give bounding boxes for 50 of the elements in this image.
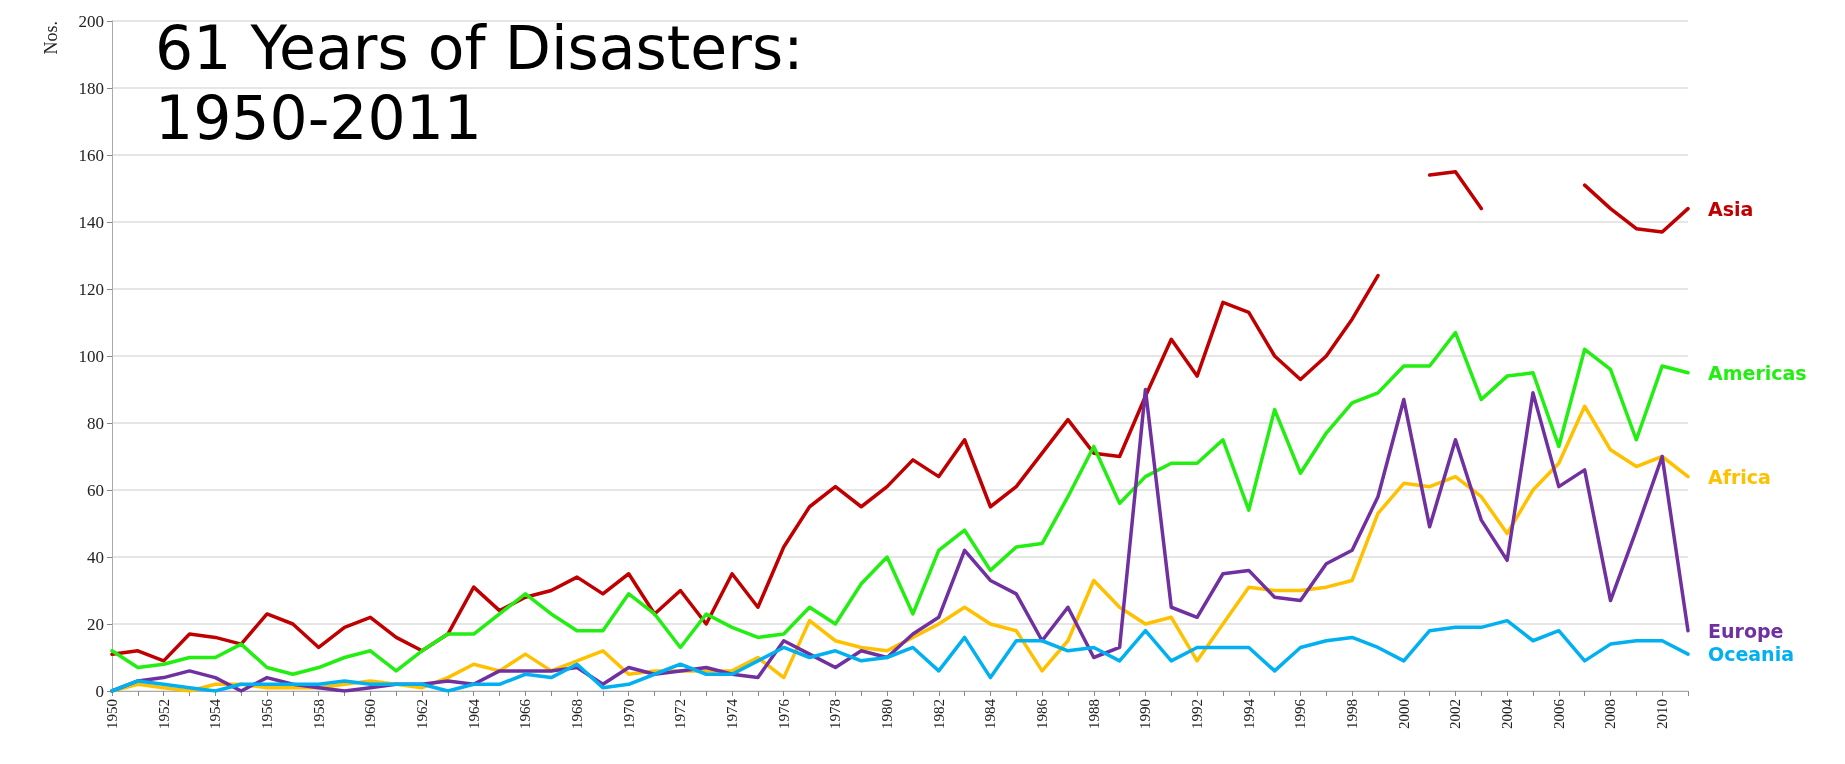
x-tick-label: 2002: [1447, 699, 1464, 729]
series-label: Americas: [1708, 361, 1807, 384]
x-tick-label: 1996: [1292, 698, 1309, 729]
y-tick-label: 40: [87, 547, 104, 567]
x-tick-label: 1960: [362, 699, 379, 729]
x-tick-label: 1950: [104, 699, 120, 729]
y-tick-label: 180: [78, 78, 104, 98]
series-label: Oceania: [1708, 643, 1794, 666]
text: 61 Years of Disasters: 1950-2011: [155, 13, 823, 153]
x-tick-label: 1990: [1137, 699, 1154, 729]
x-tick-label: 1980: [879, 699, 896, 729]
x-tick-label: 1958: [310, 699, 327, 729]
x-tick-label: 1972: [672, 699, 689, 729]
y-tick-label: 20: [87, 614, 104, 634]
y-axis-title: Nos.: [41, 21, 61, 55]
x-tick-label: 1998: [1344, 699, 1361, 729]
x-tick-label: 1986: [1034, 698, 1051, 729]
x-tick-label: 1978: [827, 699, 844, 729]
x-tick-label: 2004: [1499, 698, 1516, 729]
x-tick-label: 1982: [930, 699, 947, 729]
x-tick-label: 1968: [569, 699, 586, 729]
y-tick-label: 0: [95, 681, 104, 701]
x-tick-label: 1974: [724, 698, 741, 729]
x-tick-label: 1964: [465, 698, 482, 729]
x-tick-label: 1962: [414, 699, 431, 729]
x-tick-label: 2010: [1654, 699, 1671, 729]
x-tick-label: 1954: [207, 698, 224, 729]
series-label: Europe: [1708, 619, 1784, 642]
x-tick-label: 1966: [517, 698, 534, 729]
x-tick-label: 2008: [1602, 699, 1619, 729]
y-tick-label: 60: [87, 480, 104, 500]
y-tick-label: 160: [78, 145, 104, 165]
x-tick-label: 1976: [775, 698, 792, 729]
x-tick-label: 1952: [155, 699, 172, 729]
y-tick-label: 140: [78, 212, 104, 232]
y-tick-label: 120: [78, 279, 104, 299]
series-label: Africa: [1708, 465, 1771, 488]
x-tick-label: 1988: [1085, 699, 1102, 729]
x-tick-label: 1992: [1189, 699, 1206, 729]
line-series: [110, 330, 1690, 676]
y-tick-label: 80: [87, 413, 104, 433]
x-tick-label: 2006: [1550, 698, 1567, 729]
x-tick-label: 2000: [1395, 699, 1412, 729]
y-tick-label: 200: [78, 11, 104, 31]
x-tick-label: 1970: [620, 699, 637, 729]
series-label: Asia: [1708, 197, 1754, 220]
y-tick-label: 100: [78, 346, 104, 366]
x-tick-label: 1956: [259, 698, 276, 729]
x-tick-label: 1984: [982, 698, 999, 729]
x-tick-label: 1994: [1240, 698, 1257, 729]
